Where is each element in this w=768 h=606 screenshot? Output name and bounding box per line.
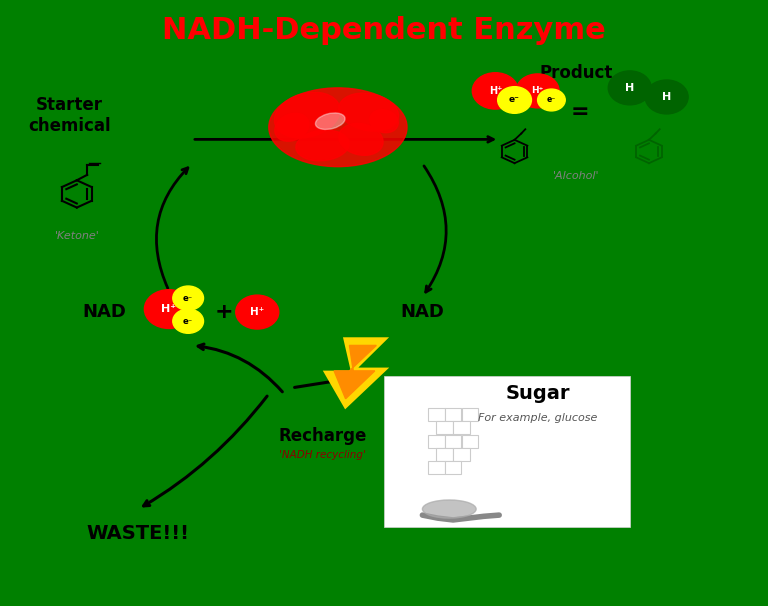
- Text: WASTE!!!: WASTE!!!: [87, 524, 190, 543]
- Polygon shape: [334, 345, 376, 399]
- Text: Starter
chemical: Starter chemical: [28, 96, 111, 135]
- FancyBboxPatch shape: [445, 435, 462, 448]
- Circle shape: [538, 89, 565, 111]
- FancyBboxPatch shape: [445, 461, 462, 474]
- Text: e⁻: e⁻: [183, 317, 194, 325]
- Circle shape: [516, 74, 559, 108]
- Circle shape: [173, 309, 204, 333]
- Text: NADH-Dependent Enzyme: NADH-Dependent Enzyme: [162, 16, 606, 45]
- Ellipse shape: [296, 130, 349, 161]
- FancyBboxPatch shape: [445, 408, 462, 421]
- Text: NAD: NAD: [400, 303, 445, 321]
- Ellipse shape: [422, 500, 476, 518]
- FancyBboxPatch shape: [462, 435, 478, 448]
- Text: e⁻: e⁻: [547, 96, 556, 104]
- FancyBboxPatch shape: [453, 421, 470, 435]
- FancyBboxPatch shape: [384, 376, 630, 527]
- Circle shape: [144, 290, 194, 328]
- Ellipse shape: [339, 93, 399, 131]
- FancyBboxPatch shape: [428, 408, 445, 421]
- FancyBboxPatch shape: [453, 448, 470, 461]
- Text: =: =: [571, 102, 589, 122]
- Circle shape: [173, 286, 204, 310]
- Ellipse shape: [275, 113, 309, 141]
- Polygon shape: [326, 339, 384, 406]
- Text: e⁻: e⁻: [509, 96, 520, 104]
- Text: 'Alcohol': 'Alcohol': [553, 171, 599, 181]
- Ellipse shape: [369, 110, 399, 133]
- Text: +: +: [215, 302, 233, 322]
- Circle shape: [498, 87, 531, 113]
- FancyBboxPatch shape: [436, 421, 453, 435]
- Text: Recharge: Recharge: [278, 427, 367, 445]
- Text: Sugar: Sugar: [505, 384, 570, 404]
- Circle shape: [608, 71, 651, 105]
- Text: H: H: [662, 92, 671, 102]
- Ellipse shape: [274, 92, 340, 138]
- Text: NAD: NAD: [83, 303, 127, 321]
- Text: H⁺: H⁺: [250, 307, 264, 317]
- FancyBboxPatch shape: [436, 448, 453, 461]
- FancyBboxPatch shape: [462, 408, 478, 421]
- Circle shape: [472, 73, 518, 109]
- Ellipse shape: [316, 113, 345, 130]
- Text: H: H: [625, 83, 634, 93]
- Text: H⁺: H⁺: [161, 304, 177, 314]
- Text: H⁺: H⁺: [488, 86, 502, 96]
- Circle shape: [236, 295, 279, 329]
- Ellipse shape: [339, 124, 383, 155]
- FancyBboxPatch shape: [428, 461, 445, 474]
- Text: For example, glucose: For example, glucose: [478, 413, 598, 423]
- Ellipse shape: [269, 88, 407, 167]
- Circle shape: [645, 80, 688, 114]
- Text: H⁺: H⁺: [531, 87, 544, 95]
- Text: 'Ketone': 'Ketone': [55, 231, 99, 241]
- Text: 'NADH recycling': 'NADH recycling': [279, 450, 366, 459]
- Text: Product: Product: [539, 64, 613, 82]
- Text: e⁻: e⁻: [183, 294, 194, 302]
- FancyBboxPatch shape: [428, 435, 445, 448]
